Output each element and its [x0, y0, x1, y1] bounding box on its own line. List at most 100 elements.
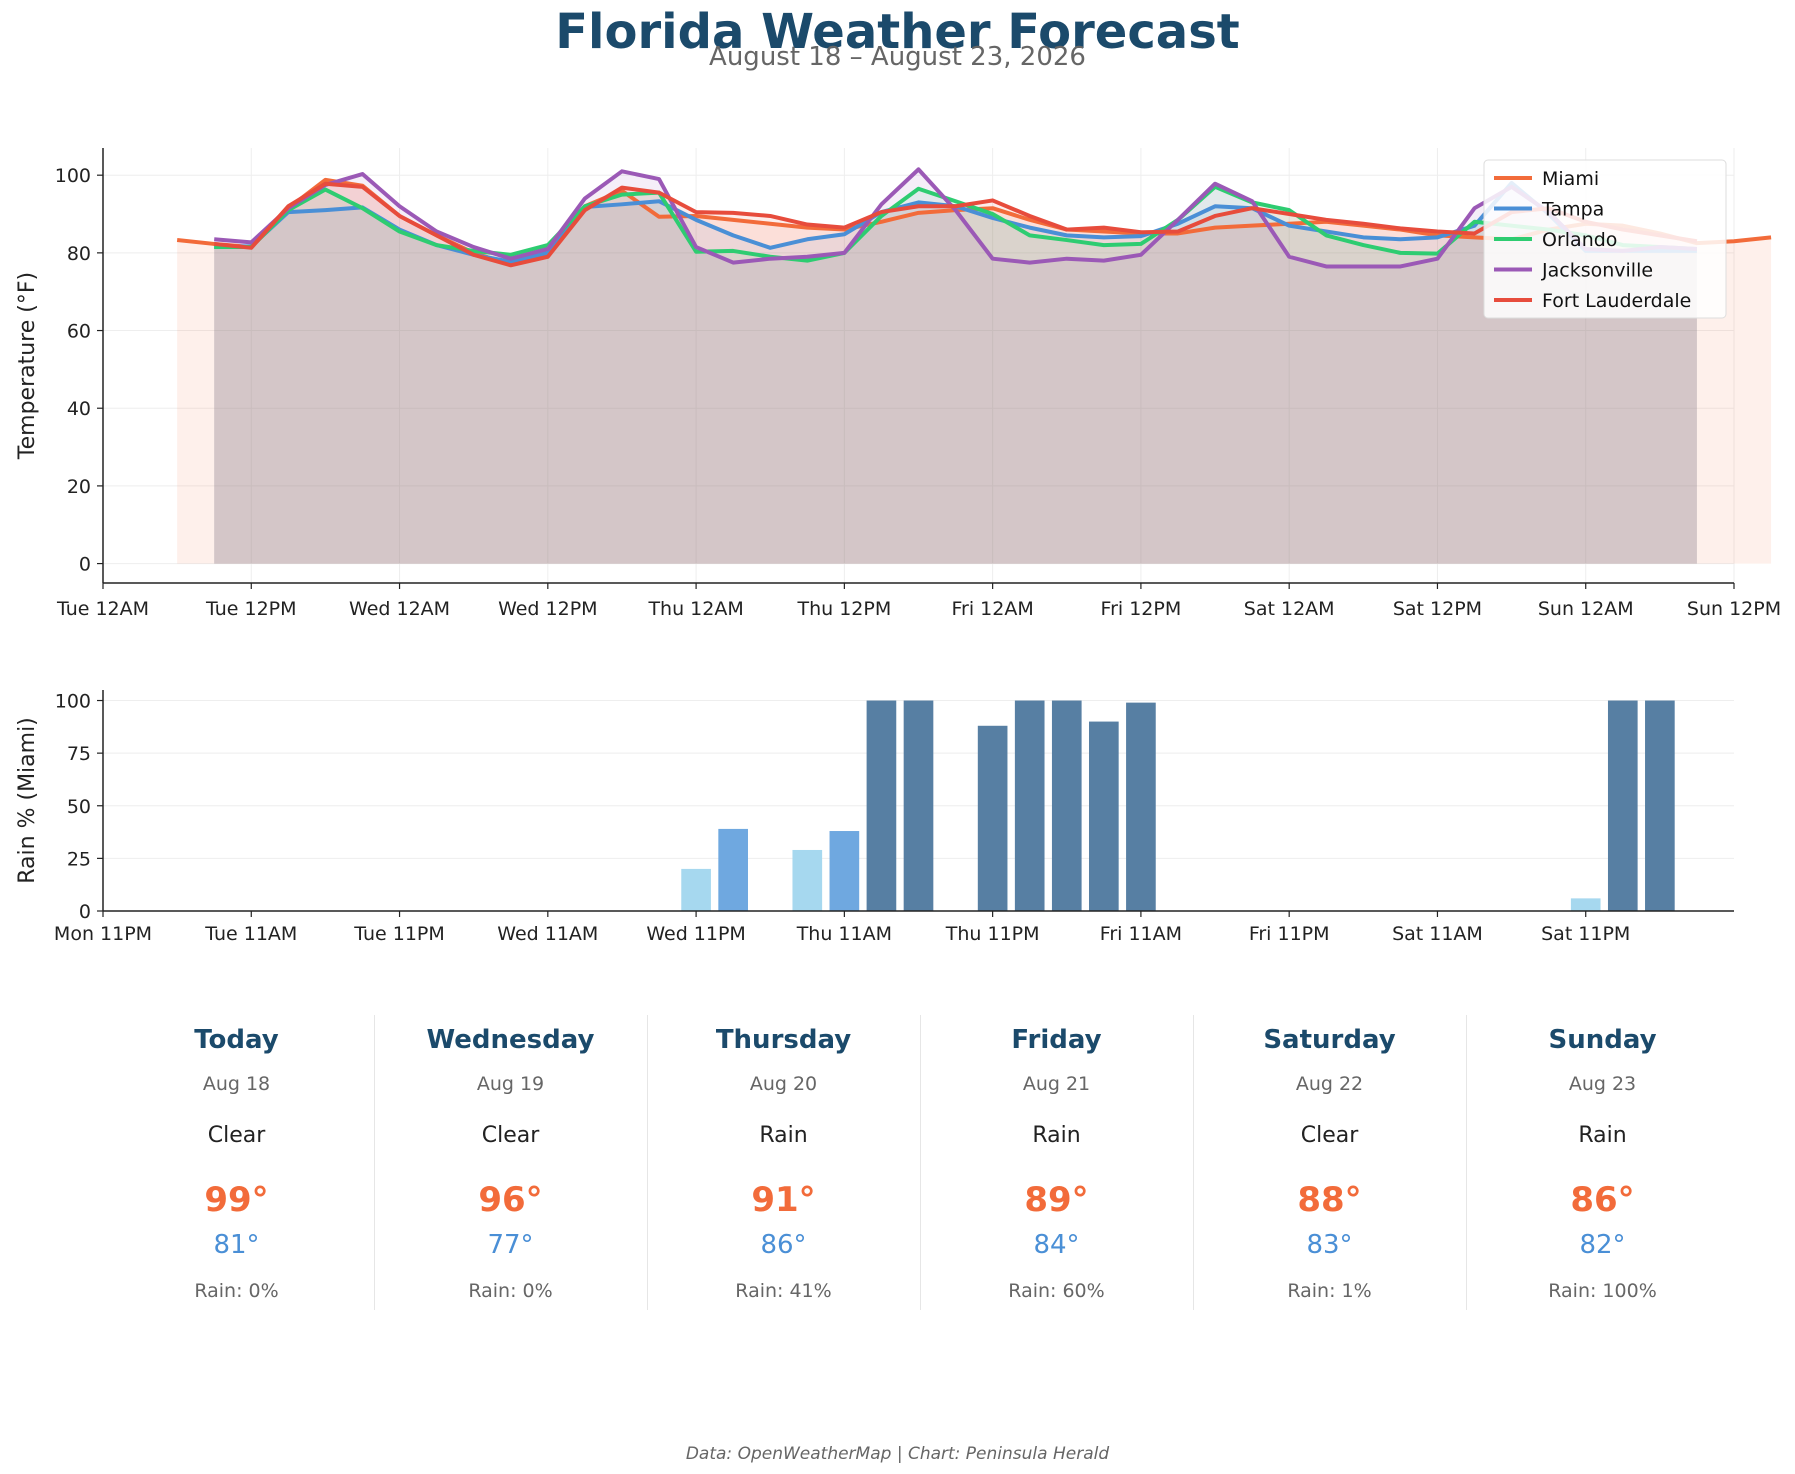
x-tick-label: Wed 11PM — [646, 923, 746, 945]
y-axis-label: Temperature (°F) — [15, 272, 40, 460]
forecast-condition: Clear — [1300, 1123, 1359, 1148]
forecast-rain: Rain: 0% — [468, 1280, 553, 1302]
card-divider — [1193, 1015, 1194, 1310]
forecast-date: Aug 21 — [1022, 1073, 1091, 1095]
forecast-condition: Clear — [207, 1123, 266, 1148]
forecast-rain: Rain: 60% — [1008, 1280, 1105, 1302]
forecast-day: Friday — [1011, 1025, 1102, 1055]
y-tick-label: 0 — [79, 901, 91, 923]
x-tick-label: Tue 12AM — [56, 598, 149, 620]
x-tick-label: Tue 11PM — [353, 923, 445, 945]
forecast-date: Aug 19 — [476, 1073, 545, 1095]
card-divider — [647, 1015, 648, 1310]
y-tick-label: 60 — [67, 321, 91, 343]
x-tick-label: Thu 11AM — [796, 923, 892, 945]
rain-bar — [866, 700, 897, 911]
x-tick-label: Thu 12PM — [796, 598, 891, 620]
rain-bar — [1607, 700, 1638, 911]
rain-bar — [903, 700, 934, 911]
legend-label: Tampa — [1541, 199, 1604, 221]
forecast-high: 96° — [478, 1180, 543, 1220]
forecast-day: Sunday — [1548, 1025, 1657, 1055]
forecast-card: Sunday Aug 23 Rain 86° 82° Rain: 100% — [1466, 1015, 1739, 1310]
forecast-high: 88° — [1297, 1180, 1362, 1220]
rain-bar — [681, 868, 711, 911]
forecast-low: 82° — [1579, 1230, 1626, 1260]
forecast-low: 77° — [487, 1230, 534, 1260]
rain-bar — [977, 725, 1008, 911]
rain-bar — [1645, 700, 1675, 911]
rain-bar — [718, 828, 748, 911]
x-tick-label: Sat 11AM — [1392, 923, 1483, 945]
rain-chart: 0 25 50 75 100 Mon 11PM Tue 11AM Tue 11PM Wed 11… — [15, 690, 1734, 945]
daily-forecast: Today Aug 18 Clear 99° 81° Rain: 0% Wedn… — [100, 1015, 1742, 1310]
legend-label: Orlando — [1542, 229, 1617, 251]
rain-bar — [1570, 898, 1601, 911]
series-area — [177, 179, 1772, 564]
rain-bar — [1051, 700, 1082, 911]
x-tick-label: Fri 11AM — [1100, 923, 1182, 945]
forecast-high: 86° — [1570, 1180, 1635, 1220]
chart-subtitle: August 18 – August 23, 2026 — [709, 42, 1086, 72]
y-tick-label: 40 — [67, 398, 91, 420]
x-tick-label: Thu 12AM — [647, 598, 743, 620]
chart-title: Florida Weather Forecast — [555, 4, 1240, 60]
forecast-day: Thursday — [715, 1025, 852, 1055]
x-tick-label: Fri 12AM — [952, 598, 1034, 620]
x-tick-label: Wed 12AM — [349, 598, 450, 620]
forecast-rain: Rain: 1% — [1287, 1280, 1372, 1302]
forecast-low: 86° — [760, 1230, 807, 1260]
x-tick-label: Mon 11PM — [54, 923, 152, 945]
rain-bar — [1126, 702, 1156, 911]
rain-bar — [1089, 721, 1119, 911]
forecast-condition: Clear — [481, 1123, 540, 1148]
card-divider — [920, 1015, 921, 1310]
y-tick-label: 25 — [67, 848, 91, 870]
series-line — [213, 181, 1698, 268]
legend-label: Jacksonville — [1541, 260, 1653, 282]
series-area — [214, 183, 1697, 564]
forecast-date: Aug 23 — [1568, 1073, 1637, 1095]
forecast-day: Today — [194, 1025, 279, 1055]
y-tick-label: 75 — [67, 743, 91, 765]
x-tick-label: Tue 11AM — [204, 923, 297, 945]
forecast-high: 99° — [204, 1180, 269, 1220]
forecast-rain: Rain: 100% — [1548, 1280, 1657, 1302]
temperature-chart: 0 20 40 60 80 100 Tue 12AM Tue 12PM Wed 12AM Wed … — [15, 148, 1781, 620]
series-area — [214, 186, 1697, 564]
forecast-rain: Rain: 0% — [194, 1280, 279, 1302]
y-tick-label: 50 — [67, 796, 91, 818]
x-tick-label: Fri 12PM — [1101, 598, 1182, 620]
x-tick-label: Wed 11AM — [497, 923, 598, 945]
y-tick-label: 0 — [79, 554, 91, 576]
forecast-high: 89° — [1024, 1180, 1089, 1220]
legend-label: Miami — [1542, 168, 1599, 190]
x-tick-label: Sun 12AM — [1538, 598, 1634, 620]
forecast-card: Thursday Aug 20 Rain 91° 86° Rain: 41% — [647, 1015, 920, 1310]
x-tick-label: Fri 11PM — [1249, 923, 1330, 945]
forecast-card: Saturday Aug 22 Clear 88° 83° Rain: 1% — [1193, 1015, 1466, 1310]
forecast-card: Wednesday Aug 19 Clear 96° 77° Rain: 0% — [374, 1015, 647, 1310]
forecast-card: Friday Aug 21 Rain 89° 84° Rain: 60% — [920, 1015, 1193, 1310]
forecast-low: 83° — [1306, 1230, 1353, 1260]
forecast-high: 91° — [751, 1180, 816, 1220]
forecast-day: Wednesday — [426, 1025, 595, 1055]
y-axis-label: Rain % (Miami) — [15, 717, 40, 884]
x-tick-label: Sun 12PM — [1687, 598, 1781, 620]
forecast-condition: Rain — [1578, 1123, 1627, 1148]
legend-label: Fort Lauderdale — [1542, 290, 1691, 312]
forecast-low: 81° — [213, 1230, 260, 1260]
card-divider — [1466, 1015, 1467, 1310]
x-tick-label: Sat 11PM — [1541, 923, 1630, 945]
series-area — [214, 182, 1697, 564]
forecast-day: Saturday — [1263, 1025, 1396, 1055]
x-tick-label: Sat 12PM — [1393, 598, 1482, 620]
legend-box — [1483, 159, 1727, 319]
x-tick-label: Sat 12AM — [1244, 598, 1335, 620]
y-tick-label: 80 — [67, 243, 91, 265]
forecast-condition: Rain — [759, 1123, 808, 1148]
rain-bar — [829, 831, 860, 911]
card-divider — [374, 1015, 375, 1310]
y-tick-label: 20 — [67, 476, 91, 498]
rain-bar — [1014, 700, 1045, 911]
